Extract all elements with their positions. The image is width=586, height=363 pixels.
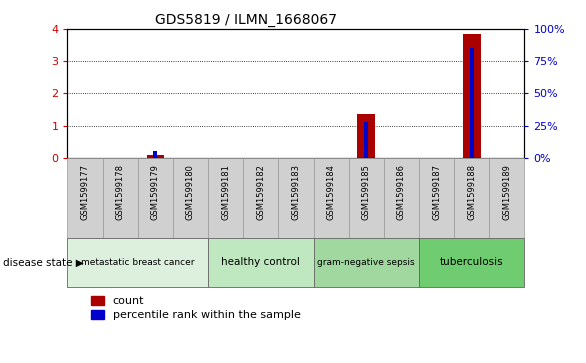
Bar	[419, 238, 524, 287]
Legend: count, percentile rank within the sample: count, percentile rank within the sample	[90, 296, 301, 320]
Bar	[243, 158, 278, 238]
Text: GSM1599187: GSM1599187	[432, 164, 441, 220]
Bar	[364, 122, 369, 158]
Text: disease state ▶: disease state ▶	[3, 257, 84, 267]
Text: GSM1599177: GSM1599177	[80, 164, 90, 220]
Bar	[419, 158, 454, 238]
Bar	[489, 158, 524, 238]
Bar	[454, 158, 489, 238]
Bar	[314, 238, 419, 287]
Text: GSM1599186: GSM1599186	[397, 164, 406, 220]
Bar	[349, 158, 384, 238]
Bar	[208, 238, 314, 287]
Bar	[314, 158, 349, 238]
Bar	[208, 158, 243, 238]
Text: GSM1599181: GSM1599181	[221, 164, 230, 220]
Bar	[67, 238, 208, 287]
Text: GSM1599184: GSM1599184	[326, 164, 336, 220]
Bar	[357, 114, 375, 158]
Text: GSM1599183: GSM1599183	[291, 164, 301, 220]
Text: tuberculosis: tuberculosis	[440, 257, 503, 267]
Text: GDS5819 / ILMN_1668067: GDS5819 / ILMN_1668067	[155, 13, 337, 27]
Text: GSM1599179: GSM1599179	[151, 164, 160, 220]
Text: healthy control: healthy control	[222, 257, 300, 267]
Bar	[173, 158, 208, 238]
Bar	[278, 158, 314, 238]
Bar	[67, 158, 103, 238]
Bar	[469, 48, 474, 158]
Bar	[138, 158, 173, 238]
Text: GSM1599180: GSM1599180	[186, 164, 195, 220]
Bar	[463, 34, 481, 158]
Text: gram-negative sepsis: gram-negative sepsis	[318, 258, 415, 267]
Text: GSM1599185: GSM1599185	[362, 164, 371, 220]
Text: GSM1599182: GSM1599182	[256, 164, 265, 220]
Bar	[384, 158, 419, 238]
Text: GSM1599188: GSM1599188	[467, 164, 476, 220]
Text: GSM1599178: GSM1599178	[115, 164, 125, 220]
Text: GSM1599189: GSM1599189	[502, 164, 512, 220]
Bar	[146, 155, 164, 158]
Bar	[103, 158, 138, 238]
Bar	[153, 151, 158, 158]
Text: metastatic breast cancer: metastatic breast cancer	[81, 258, 195, 267]
